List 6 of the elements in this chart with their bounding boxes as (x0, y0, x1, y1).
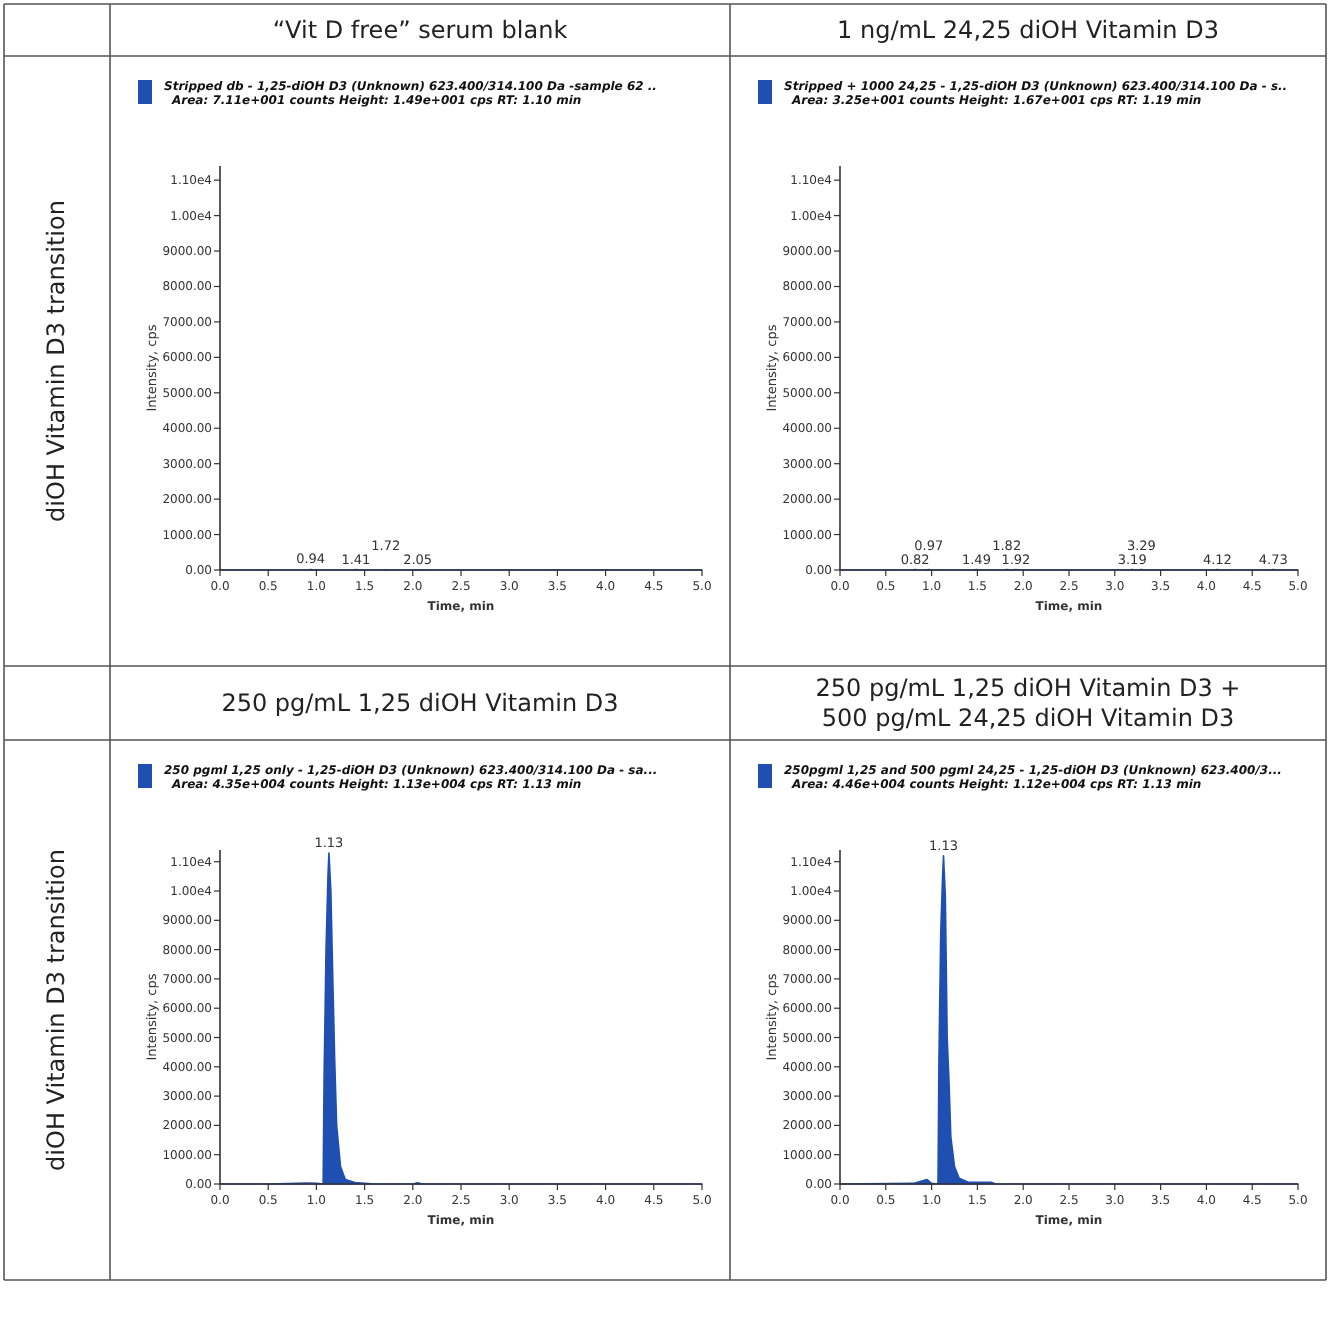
chart-title: 250 pg/mL 1,25 diOH Vitamin D3 + 500 pg/mL 24,25 diOH Vitamin D3 (815, 674, 1241, 732)
chart-title: 1 ng/mL 24,25 diOH Vitamin D3 (837, 16, 1219, 44)
chart-title: “Vit D free” serum blank (272, 16, 568, 44)
text: diOH Vitamin D3 transition (42, 200, 70, 522)
text: diOH Vitamin D3 transition (42, 849, 70, 1171)
chart-title: 250 pg/mL 1,25 diOH Vitamin D3 (221, 689, 619, 717)
